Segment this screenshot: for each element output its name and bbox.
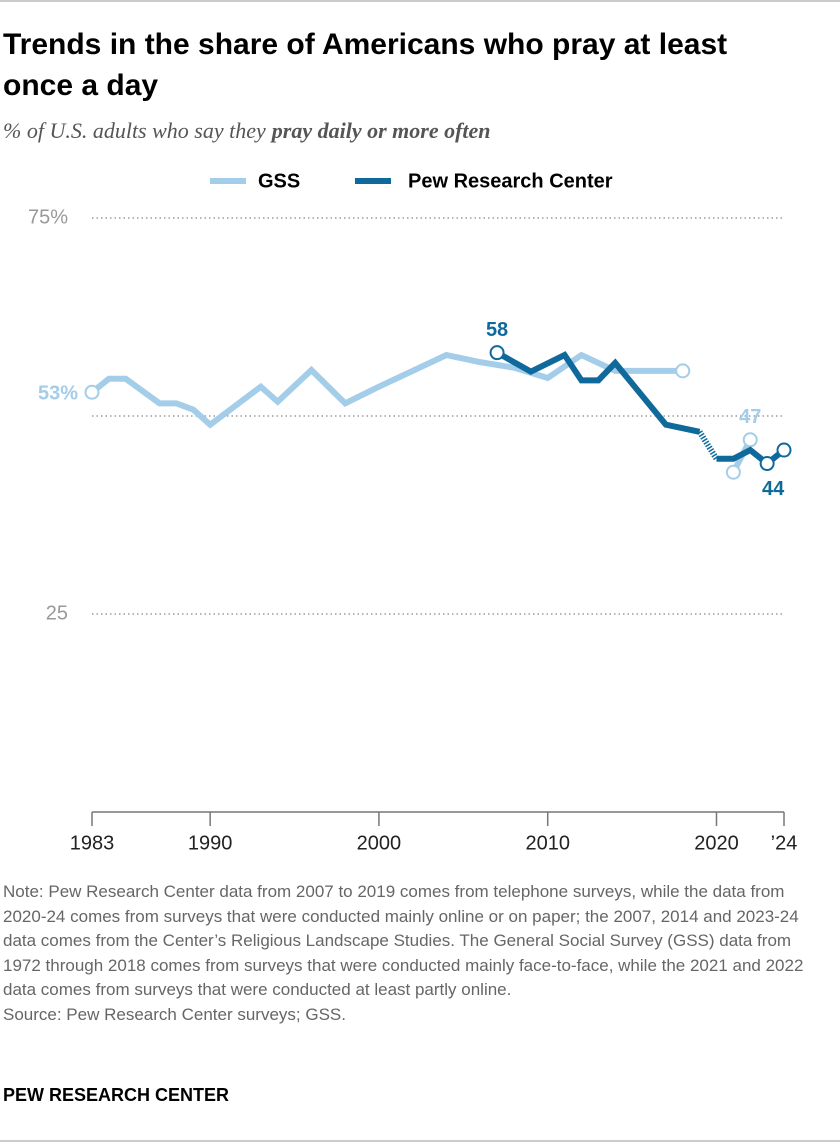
data-point — [84, 384, 100, 400]
legend-label: GSS — [258, 170, 300, 192]
data-point — [776, 442, 792, 458]
mode-change-segment — [697, 430, 720, 461]
series-line — [495, 350, 701, 435]
data-point — [675, 363, 691, 379]
source: Source: Pew Research Center surveys; GSS… — [3, 1004, 346, 1024]
data-label: 58 — [486, 319, 508, 341]
data-point — [759, 456, 775, 472]
note: Note: Pew Research Center data from 2007… — [3, 882, 804, 999]
x-tick-label: 1983 — [70, 832, 115, 854]
legend-label: Pew Research Center — [408, 170, 613, 192]
data-point — [725, 464, 741, 480]
x-tick-label: 2020 — [694, 832, 739, 854]
chart: Trends in the share of Americans who pra… — [0, 0, 840, 854]
x-tick-label: ’24 — [771, 832, 798, 854]
data-label: 53% — [38, 383, 78, 405]
y-tick-label: 75% — [28, 206, 68, 228]
chart-title: once a day — [3, 69, 158, 102]
series-line — [90, 351, 683, 429]
data-label: 47 — [739, 406, 761, 428]
x-tick-label: 2010 — [525, 832, 570, 854]
data-point — [489, 345, 505, 361]
chart-title: Trends in the share of Americans who pra… — [3, 28, 727, 61]
subtitle-emphasis: pray daily or more often — [270, 118, 491, 143]
subtitle-text: % of U.S. adults who say they — [3, 118, 266, 143]
subtitle: % of U.S. adults who say they pray daily … — [3, 118, 491, 143]
x-tick-label: 2000 — [357, 832, 402, 854]
data-point — [742, 432, 758, 448]
x-tick-label: 1990 — [188, 832, 233, 854]
notes: Note: Pew Research Center data from 2007… — [3, 880, 828, 1027]
y-tick-label: 25 — [46, 602, 68, 624]
data-label: 44 — [762, 478, 785, 500]
brand: PEW RESEARCH CENTER — [3, 1085, 230, 1105]
